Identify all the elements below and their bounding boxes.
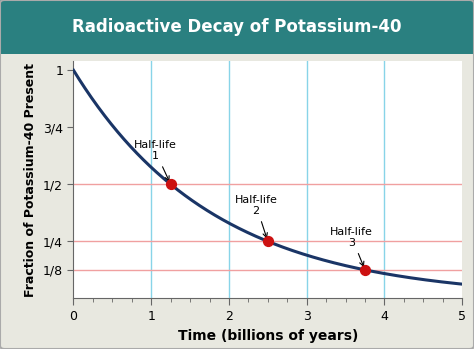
Text: Half-life
3: Half-life 3 [330, 227, 373, 266]
Text: Half-life
1: Half-life 1 [134, 140, 176, 181]
Text: Half-life
2: Half-life 2 [235, 195, 278, 238]
X-axis label: Time (billions of years): Time (billions of years) [178, 329, 358, 343]
Text: Radioactive Decay of Potassium-40: Radioactive Decay of Potassium-40 [72, 18, 402, 36]
Point [361, 267, 369, 273]
Point [167, 181, 174, 187]
Y-axis label: Fraction of Potassium-40 Present: Fraction of Potassium-40 Present [24, 63, 37, 297]
Point [264, 239, 272, 244]
